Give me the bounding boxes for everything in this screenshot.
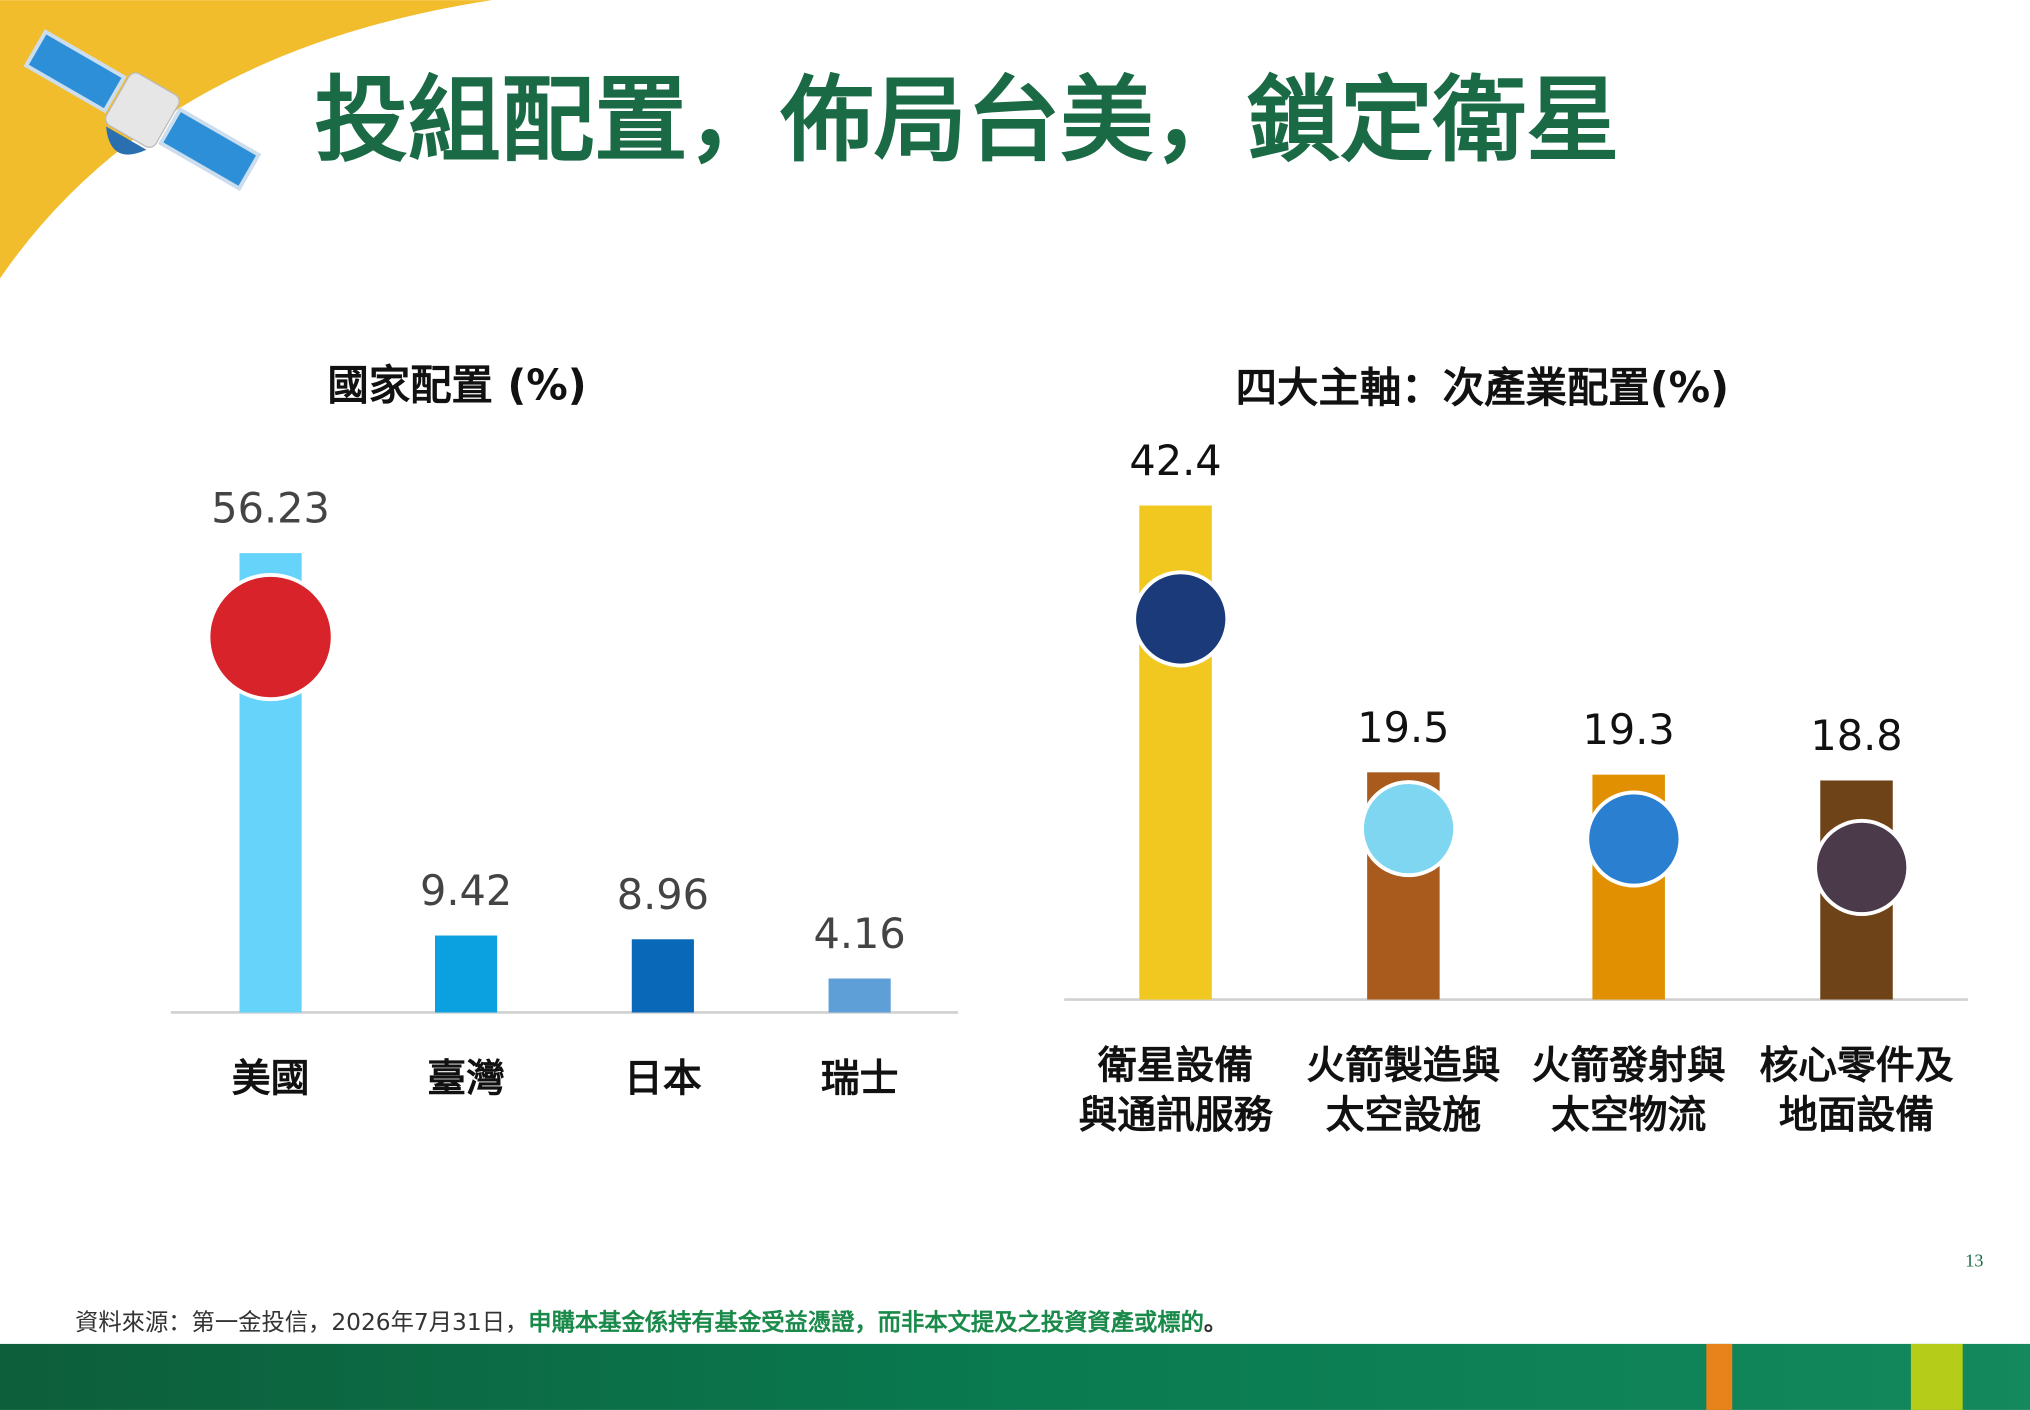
bar: [828, 978, 891, 1013]
footer-band: [0, 1343, 2030, 1410]
category-label: 太空物流: [1551, 1093, 1706, 1138]
satellite-icon: [23, 29, 262, 192]
page-number: 13: [1965, 1251, 1983, 1271]
value-label: 4.16: [814, 910, 906, 958]
band-accent: [1706, 1343, 1733, 1410]
footer-note: 資料來源：第一金投信，2026年7月31日，申購本基金係持有基金受益憑證，而非本…: [75, 1308, 1227, 1336]
category-label: 衛星設備: [1097, 1044, 1253, 1089]
value-label: 18.8: [1810, 712, 1902, 760]
corner-arc: [0, 0, 492, 279]
source: 資料來源：第一金投信，2026年7月31日，: [75, 1309, 528, 1336]
bar-icon: [1585, 790, 1683, 888]
charts: 國家配置 (%) 56.23 美國 9.42 臺灣 8.96 日本 4.16 瑞士 四大主軸：次產…: [170, 361, 1968, 1138]
value-label: 8.96: [617, 871, 709, 919]
chart-title: 四大主軸：次產業配置(%): [1236, 364, 1729, 412]
category-label: 日本: [624, 1057, 702, 1102]
category-label: 核心零件及: [1759, 1044, 1953, 1089]
value-label: 42.4: [1129, 437, 1221, 485]
chart-title: 國家配置 (%): [327, 361, 586, 409]
bar: [631, 939, 694, 1013]
value-label: 19.3: [1583, 706, 1675, 754]
page-title: 投組配置，佈局台美，鎖定衛星: [315, 65, 1620, 174]
category-label: 與通訊服務: [1078, 1093, 1273, 1138]
value-label: 19.5: [1357, 704, 1449, 752]
category-label: 地面設備: [1779, 1093, 1934, 1138]
category-label: 瑞士: [821, 1057, 899, 1102]
bar: [435, 935, 498, 1013]
category-label: 太空設施: [1326, 1093, 1481, 1138]
category-label: 火箭發射與: [1532, 1044, 1726, 1089]
bar-icon: [206, 572, 335, 702]
bar-icon: [1360, 780, 1458, 878]
category-label: 臺灣: [427, 1057, 505, 1102]
value-label: 56.23: [211, 485, 330, 533]
bar-icon: [1813, 818, 1911, 917]
value-label: 9.42: [420, 867, 512, 915]
category-label: 火箭製造與: [1306, 1044, 1500, 1089]
category-label: 美國: [232, 1057, 310, 1102]
band-accent: [1910, 1343, 1963, 1410]
notice: 申購本基金係持有基金受益憑證，而非本文提及之投資資產或標的: [528, 1308, 1204, 1336]
end-mark: 。: [1204, 1309, 1227, 1336]
bar-icon: [1132, 570, 1230, 668]
